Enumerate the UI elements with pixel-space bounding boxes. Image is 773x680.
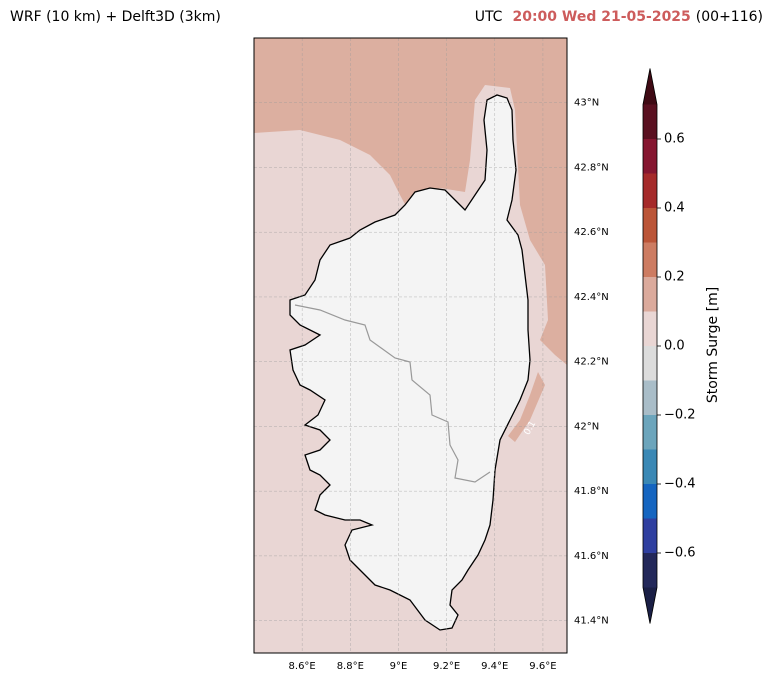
lon-tick-label: 8.8°E bbox=[337, 661, 364, 672]
lon-tick-label: 8.6°E bbox=[289, 661, 316, 672]
colorbar-band bbox=[643, 242, 657, 277]
colorbar-tick-label: 0.6 bbox=[664, 132, 685, 147]
colorbar-band bbox=[643, 104, 657, 139]
surge-area bbox=[508, 372, 545, 442]
colorbar-tick-label: 0.4 bbox=[664, 201, 685, 216]
colorbar-tick-label: −0.2 bbox=[664, 408, 696, 423]
colorbar-band bbox=[643, 380, 657, 415]
lead: (00+116) bbox=[696, 9, 763, 25]
lon-tick-label: 9°E bbox=[390, 661, 408, 672]
map: 0.1 bbox=[253, 37, 568, 654]
utc: UTC bbox=[475, 9, 503, 25]
time-title: UTC 20:00 Wed 21-05-2025 (00+116) bbox=[475, 9, 763, 25]
colorbar-label: Storm Surge [m] bbox=[705, 287, 721, 403]
colorbar-band bbox=[643, 518, 657, 553]
colorbar-band bbox=[643, 277, 657, 312]
colorbar-tick-label: −0.4 bbox=[664, 477, 696, 492]
colorbar-band bbox=[643, 484, 657, 519]
colorbar-band bbox=[643, 139, 657, 174]
colorbar-band bbox=[643, 208, 657, 243]
colorbar: 0.6 0.4 0.2 0.0 −0.2 −0.4 −0.6 bbox=[642, 68, 696, 624]
colorbar-band bbox=[643, 173, 657, 208]
lat-tick-label: 42°N bbox=[574, 421, 599, 432]
lon-tick-label: 9.6°E bbox=[529, 661, 556, 672]
lat-tick-label: 43°N bbox=[574, 98, 599, 109]
colorbar-outline bbox=[642, 68, 658, 624]
lon-tick-label: 9.2°E bbox=[433, 661, 460, 672]
colorbar-tick-label: 0.2 bbox=[664, 270, 685, 285]
datetime: 20:00 Wed 21-05-2025 bbox=[512, 9, 690, 25]
lat-tick-label: 41.4°N bbox=[574, 616, 609, 627]
lat-tick-label: 41.6°N bbox=[574, 551, 609, 562]
lat-tick-label: 42.2°N bbox=[574, 357, 609, 368]
lat-tick-label: 42.4°N bbox=[574, 292, 609, 303]
colorbar-band bbox=[643, 553, 657, 588]
colorbar-tick-label: −0.6 bbox=[664, 546, 696, 561]
boundary bbox=[294, 304, 491, 483]
colorbar-under bbox=[643, 587, 657, 624]
lat-tick-label: 42.8°N bbox=[574, 162, 609, 173]
colorbar-band bbox=[643, 449, 657, 484]
colorbar-tick-label: 0.0 bbox=[664, 339, 685, 354]
lat-tick-label: 41.8°N bbox=[574, 486, 609, 497]
colorbar-over bbox=[643, 68, 657, 105]
colorbar-band bbox=[643, 346, 657, 381]
frame bbox=[253, 37, 568, 654]
lon-tick-label: 9.4°E bbox=[481, 661, 508, 672]
title: WRF (10 km) + Delft3D (3km) bbox=[10, 9, 221, 25]
grid bbox=[254, 38, 567, 653]
colorbar-band bbox=[643, 415, 657, 450]
lat-tick-label: 42.6°N bbox=[574, 227, 609, 238]
colorbar-band bbox=[643, 311, 657, 346]
